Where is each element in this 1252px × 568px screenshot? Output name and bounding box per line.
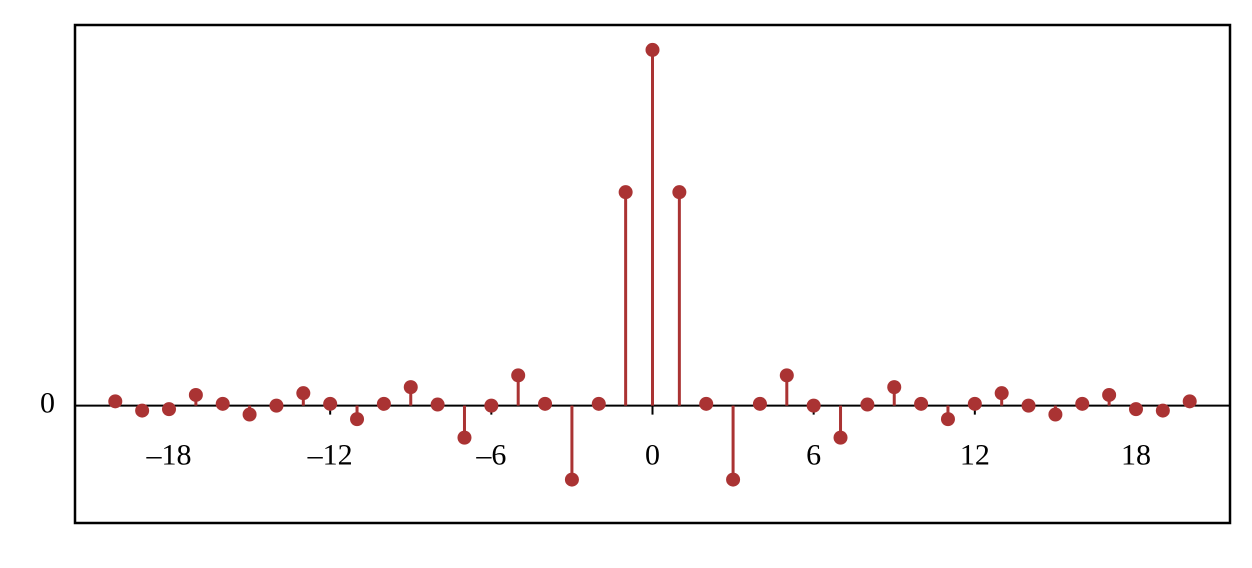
- stem-marker: [484, 399, 498, 413]
- stem-marker: [726, 473, 740, 487]
- x-tick-label: –12: [307, 438, 353, 471]
- stem-marker: [914, 397, 928, 411]
- stem-marker: [807, 399, 821, 413]
- stem-marker: [243, 408, 257, 422]
- stem-marker: [162, 402, 176, 416]
- stem-marker: [1075, 397, 1089, 411]
- x-tick-label: –18: [146, 438, 192, 471]
- stem-marker: [1022, 399, 1036, 413]
- stem-marker: [1129, 402, 1143, 416]
- x-tick-label: 0: [645, 438, 660, 471]
- stem-marker: [538, 397, 552, 411]
- stem-marker: [699, 397, 713, 411]
- stem-marker: [780, 368, 794, 382]
- stem-marker: [1183, 394, 1197, 408]
- stem-marker: [108, 394, 122, 408]
- stem-marker: [592, 397, 606, 411]
- stem-marker: [135, 404, 149, 418]
- chart-container: –18 –12 –6 0 6 12 18 0: [0, 0, 1252, 568]
- stem-marker: [646, 43, 660, 57]
- stem-chart: –18 –12 –6 0 6 12 18 0: [0, 0, 1252, 568]
- stem-marker: [753, 397, 767, 411]
- stem-marker: [350, 412, 364, 426]
- stem-marker: [995, 386, 1009, 400]
- stem-marker: [431, 398, 445, 412]
- stem-marker: [269, 399, 283, 413]
- y-tick-label: 0: [40, 387, 55, 420]
- stem-marker: [216, 397, 230, 411]
- stem-marker: [1048, 408, 1062, 422]
- stem-marker: [189, 388, 203, 402]
- stem-marker: [860, 398, 874, 412]
- x-tick-label: 18: [1121, 438, 1151, 471]
- stem-marker: [1156, 404, 1170, 418]
- stem-marker: [941, 412, 955, 426]
- stem-marker: [296, 386, 310, 400]
- x-tick-label: 12: [960, 438, 990, 471]
- stem-marker: [887, 380, 901, 394]
- stem-marker: [511, 368, 525, 382]
- stem-marker: [834, 431, 848, 445]
- stem-marker: [404, 380, 418, 394]
- stem-marker: [377, 397, 391, 411]
- stem-marker: [1102, 388, 1116, 402]
- stem-marker: [457, 431, 471, 445]
- y-ticks: 0: [40, 387, 55, 420]
- stem-marker: [323, 397, 337, 411]
- x-tick-label: 6: [806, 438, 821, 471]
- stem-marker: [672, 185, 686, 199]
- stem-marker: [968, 397, 982, 411]
- x-tick-label: –6: [475, 438, 506, 471]
- stem-marker: [565, 473, 579, 487]
- stem-marker: [619, 185, 633, 199]
